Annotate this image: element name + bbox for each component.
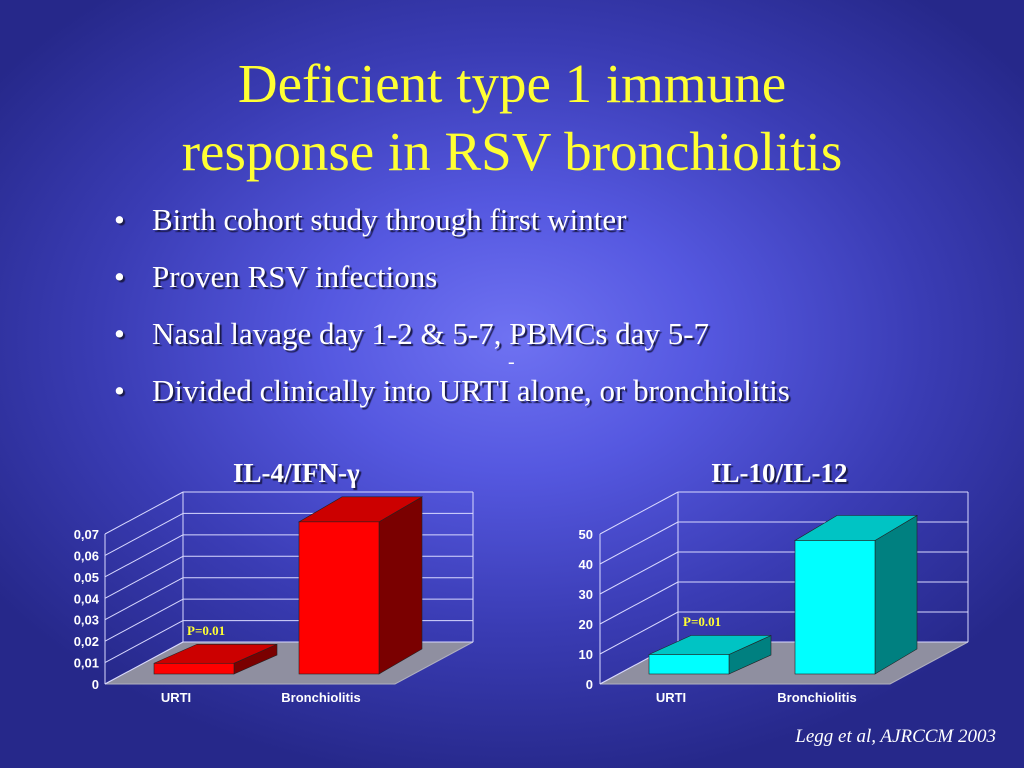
gridline-side	[104, 491, 184, 535]
bar	[648, 654, 730, 675]
y-tick-label: 20	[579, 617, 593, 632]
y-tick-label: 0,01	[74, 656, 99, 671]
stray-dash-mark: -	[508, 351, 515, 373]
bullet-item: Proven RSV infections	[110, 253, 790, 310]
y-tick-label: 50	[579, 527, 593, 542]
chart-il4-ifn: 0 0,01 0,02 0,03 0,04 0,05 0,06 0,07 URTI Bronchi…	[74, 491, 474, 705]
y-tick-label: 40	[579, 557, 593, 572]
y-tick-label: 0,06	[74, 548, 99, 563]
slide-title: Deficient type 1 immune response in RSV …	[0, 50, 1024, 186]
bar-side-face	[378, 496, 423, 675]
gridline-side	[104, 555, 184, 599]
citation: Legg et al, AJRCCM 2003	[795, 726, 996, 747]
bullet-item: Divided clinically into URTI alone, or b…	[110, 367, 790, 424]
gridline-side	[599, 611, 679, 655]
gridline-side	[599, 521, 679, 565]
p-value-annotation: P=0.01	[683, 614, 721, 629]
chart-title-il10-il12: IL-10/IL-12	[711, 458, 848, 488]
bar-side-face	[874, 514, 918, 675]
y-tick-label: 0	[586, 677, 593, 692]
gridline-side	[104, 598, 184, 642]
chart-il10-il12: 0 10 20 30 40 50 URTI Bronchiolitis P=0.01	[579, 491, 969, 705]
gridline-side	[104, 512, 184, 556]
y-tick-label: 0,04	[74, 591, 100, 606]
y-tick-label: 0,05	[74, 570, 99, 585]
y-tick-label: 0,02	[74, 634, 99, 649]
gridline-side	[104, 620, 184, 664]
gridline-side	[104, 534, 184, 578]
x-category-label: Bronchiolitis	[777, 690, 856, 705]
y-tick-label: 0,03	[74, 613, 99, 628]
y-tick-label: 0,07	[74, 527, 99, 542]
x-category-label: URTI	[656, 690, 686, 705]
gridline-side	[599, 491, 679, 535]
bar	[298, 521, 380, 675]
bar	[153, 662, 235, 675]
bullet-list: Birth cohort study through first winter …	[110, 196, 790, 424]
gridline-side	[104, 577, 184, 621]
y-tick-label: 10	[579, 647, 593, 662]
y-tick-label: 0	[92, 677, 99, 692]
x-category-label: Bronchiolitis	[281, 690, 360, 705]
p-value-annotation: P=0.01	[187, 623, 225, 638]
gridline-side	[599, 551, 679, 595]
bar	[794, 540, 876, 675]
slide-title-line-1: Deficient type 1 immune	[237, 53, 787, 114]
bullet-item: Birth cohort study through first winter	[110, 196, 790, 253]
bullet-item: Nasal lavage day 1-2 & 5-7, PBMCs day 5-…	[110, 310, 790, 367]
gridline-side	[104, 641, 184, 685]
x-category-label: URTI	[161, 690, 191, 705]
gridline-side	[599, 581, 679, 625]
slide-title-line-2: response in RSV bronchiolitis	[181, 121, 843, 182]
y-tick-label: 30	[579, 587, 593, 602]
chart-title-il4-ifn: IL-4/IFN-γ	[233, 458, 360, 488]
